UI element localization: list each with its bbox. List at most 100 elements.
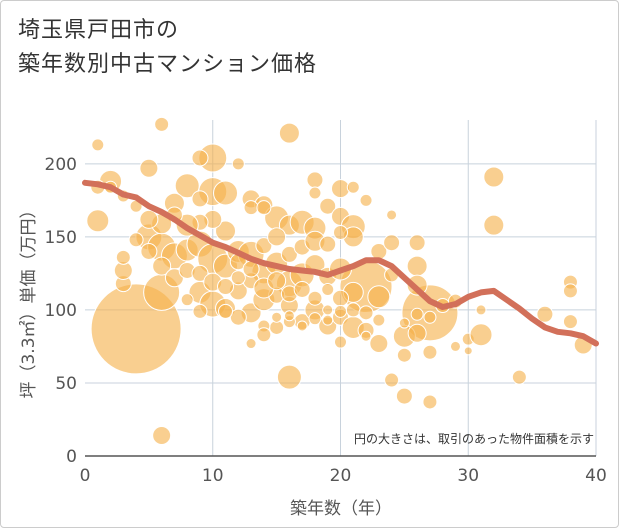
y-tick-labels: 0 50 100 150 200 [45, 155, 77, 467]
bubble-74 [562, 314, 578, 330]
bubble-152 [192, 303, 208, 319]
bubble-69 [469, 323, 493, 347]
bubble-59 [369, 334, 389, 354]
bubble-6 [276, 364, 302, 390]
bubble-2 [278, 122, 300, 144]
bubble-89 [308, 186, 322, 200]
bubble-134 [332, 289, 349, 307]
bubble-61 [407, 323, 427, 343]
bubble-17 [213, 180, 239, 206]
bubble-136 [358, 305, 374, 321]
bubble-140 [296, 320, 308, 332]
bubble-90 [331, 179, 350, 199]
bubble-135 [345, 302, 361, 318]
bubble-14 [139, 158, 159, 178]
bubble-24 [319, 197, 337, 215]
bubble-88 [306, 171, 324, 189]
bubble-147 [322, 314, 334, 326]
bubble-86 [243, 200, 259, 216]
y-tick-label-1: 50 [55, 374, 77, 394]
bubble-150 [229, 308, 247, 326]
bubble-67 [449, 340, 461, 352]
bubble-97 [406, 255, 428, 277]
bubble-162 [410, 307, 424, 321]
bubble-83 [191, 190, 209, 208]
bubble-125 [217, 278, 235, 296]
x-tick-label-2: 20 [330, 466, 352, 486]
bubble-66 [422, 394, 438, 410]
bubble-161 [398, 317, 410, 329]
bubble-144 [256, 327, 272, 343]
bubble-109 [333, 224, 348, 240]
bubble-65 [395, 387, 413, 405]
bubble-95 [383, 234, 401, 252]
bubble-131 [293, 280, 311, 298]
bubble-5 [152, 426, 172, 446]
bubble-4 [91, 138, 105, 152]
bubble-62 [422, 344, 438, 360]
x-axis-label: 築年数（年） [290, 499, 392, 519]
bubble-123 [191, 264, 209, 282]
title-line-1: 埼玉県戸田市の [18, 18, 180, 43]
bubble-84 [191, 149, 209, 167]
bubble-85 [231, 157, 245, 171]
bubble-137 [372, 313, 386, 327]
title-line-2: 築年数別中古マンション価格 [18, 52, 318, 77]
bubble-91 [346, 180, 360, 194]
bubble-104 [267, 227, 287, 247]
x-tick-label-4: 40 [585, 466, 607, 486]
bubble-157 [463, 346, 473, 356]
bubble-129 [267, 271, 287, 291]
bubble-73 [562, 283, 578, 299]
bubble-133 [321, 282, 335, 296]
bubble-103 [255, 237, 273, 255]
bubble-120 [152, 256, 172, 276]
bubble-138 [334, 304, 347, 318]
bubble-96 [408, 234, 426, 252]
bubble-148 [271, 311, 283, 323]
y-tick-label-4: 200 [45, 155, 77, 175]
bubble-153 [180, 293, 194, 307]
bubble-149 [283, 310, 295, 322]
x-tick-label-3: 30 [457, 466, 479, 486]
bubble-64 [384, 372, 400, 388]
bubble-116 [139, 209, 159, 229]
y-tick-label-0: 0 [66, 447, 77, 467]
bubble-100 [386, 209, 398, 221]
x-tick-labels: 0 10 20 30 40 [80, 466, 607, 486]
chart-title: 埼玉県戸田市の 築年数別中古マンション価格 [18, 14, 317, 82]
bubble-15 [174, 173, 200, 199]
bubble-132 [307, 290, 323, 306]
y-tick-label-3: 150 [45, 228, 77, 248]
y-axis-label: 坪（3.3㎡）単価（万円） [19, 201, 39, 398]
bubble-93 [359, 193, 373, 207]
bubble-146 [308, 312, 322, 326]
bubble-71 [536, 305, 554, 323]
bubble-108 [319, 235, 337, 253]
bubble-44 [367, 285, 391, 309]
bubble-154 [423, 310, 437, 324]
bubble-12 [86, 209, 110, 233]
trend-line [82, 179, 599, 347]
bubble-118 [128, 232, 144, 248]
bubble-159 [334, 335, 347, 349]
bubble-105 [280, 245, 298, 263]
bubble-63 [396, 347, 412, 363]
bubble-139 [322, 304, 334, 316]
bubble-119 [140, 242, 158, 260]
bubble-layer [86, 116, 593, 446]
bubble-151 [218, 303, 234, 319]
bubble-87 [256, 200, 272, 216]
bubble-11 [483, 214, 505, 236]
bubble-110 [215, 220, 237, 242]
x-tick-label-0: 0 [80, 466, 91, 486]
size-annotation: 円の大きさは、取引のあった物件面積を示す [354, 431, 594, 446]
bubble-10 [483, 166, 505, 188]
bubble-3 [154, 116, 170, 132]
bubble-143 [245, 338, 257, 350]
bubble-160 [360, 330, 372, 342]
bubble-126 [230, 270, 246, 286]
bubble-158 [475, 304, 487, 316]
